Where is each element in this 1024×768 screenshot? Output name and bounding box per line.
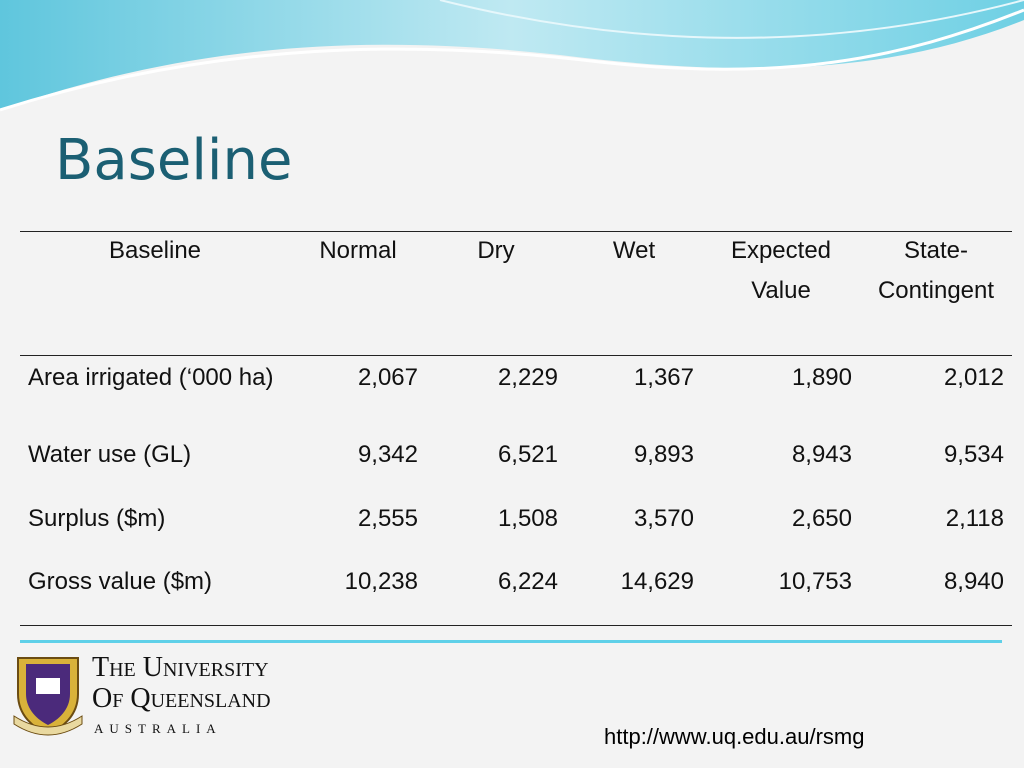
header-cell: State-Contingent — [877, 237, 995, 304]
logo-line1: The University — [92, 652, 269, 683]
data-cell: 8,943 — [791, 441, 852, 468]
data-cell: 1,367 — [633, 364, 694, 391]
data-cell: 2,118 — [945, 505, 1004, 532]
data-cell: 6,224 — [497, 568, 558, 595]
row-label: Area irrigated (‘000 ha) — [28, 364, 274, 391]
data-cell: 8,940 — [943, 568, 1004, 595]
data-cell: 9,534 — [943, 441, 1004, 468]
data-cell: 10,753 — [778, 568, 852, 595]
header-cell: Expected Value — [730, 237, 832, 304]
slide-title: Baseline — [55, 128, 293, 193]
footer-url: http://www.uq.edu.au/rsmg — [604, 724, 865, 749]
data-cell: 3,570 — [633, 505, 694, 532]
data-cell: 2,555 — [357, 505, 418, 532]
data-cell: 10,238 — [344, 568, 418, 595]
header-wave — [0, 0, 1024, 112]
table-top-rule — [20, 231, 1012, 232]
row-label: Surplus ($m) — [28, 505, 166, 532]
table-header-rule — [20, 355, 1012, 356]
header-cell: Baseline — [108, 237, 202, 264]
table-bottom-rule — [20, 625, 1012, 626]
header-cell: Wet — [612, 237, 656, 264]
data-cell: 9,342 — [357, 441, 418, 468]
data-cell: 2,067 — [357, 364, 418, 391]
accent-rule — [20, 640, 1002, 643]
logo-line3: AUSTRALIA — [94, 721, 222, 736]
row-label: Gross value ($m) — [28, 568, 213, 595]
data-cell: 6,521 — [497, 441, 558, 468]
header-cell: Dry — [477, 237, 515, 264]
data-cell: 2,650 — [791, 505, 852, 532]
data-cell: 1,890 — [791, 364, 852, 391]
data-cell: 1,508 — [497, 505, 558, 532]
header-cell: Normal — [319, 237, 397, 264]
data-cell: 2,229 — [497, 364, 558, 391]
row-label: Water use (GL) — [28, 441, 192, 468]
crest — [13, 657, 83, 736]
data-cell: 14,629 — [620, 568, 694, 595]
data-cell: 2,012 — [943, 364, 1004, 391]
logo-line2: Of Queensland — [92, 683, 271, 714]
data-cell: 9,893 — [633, 441, 694, 468]
